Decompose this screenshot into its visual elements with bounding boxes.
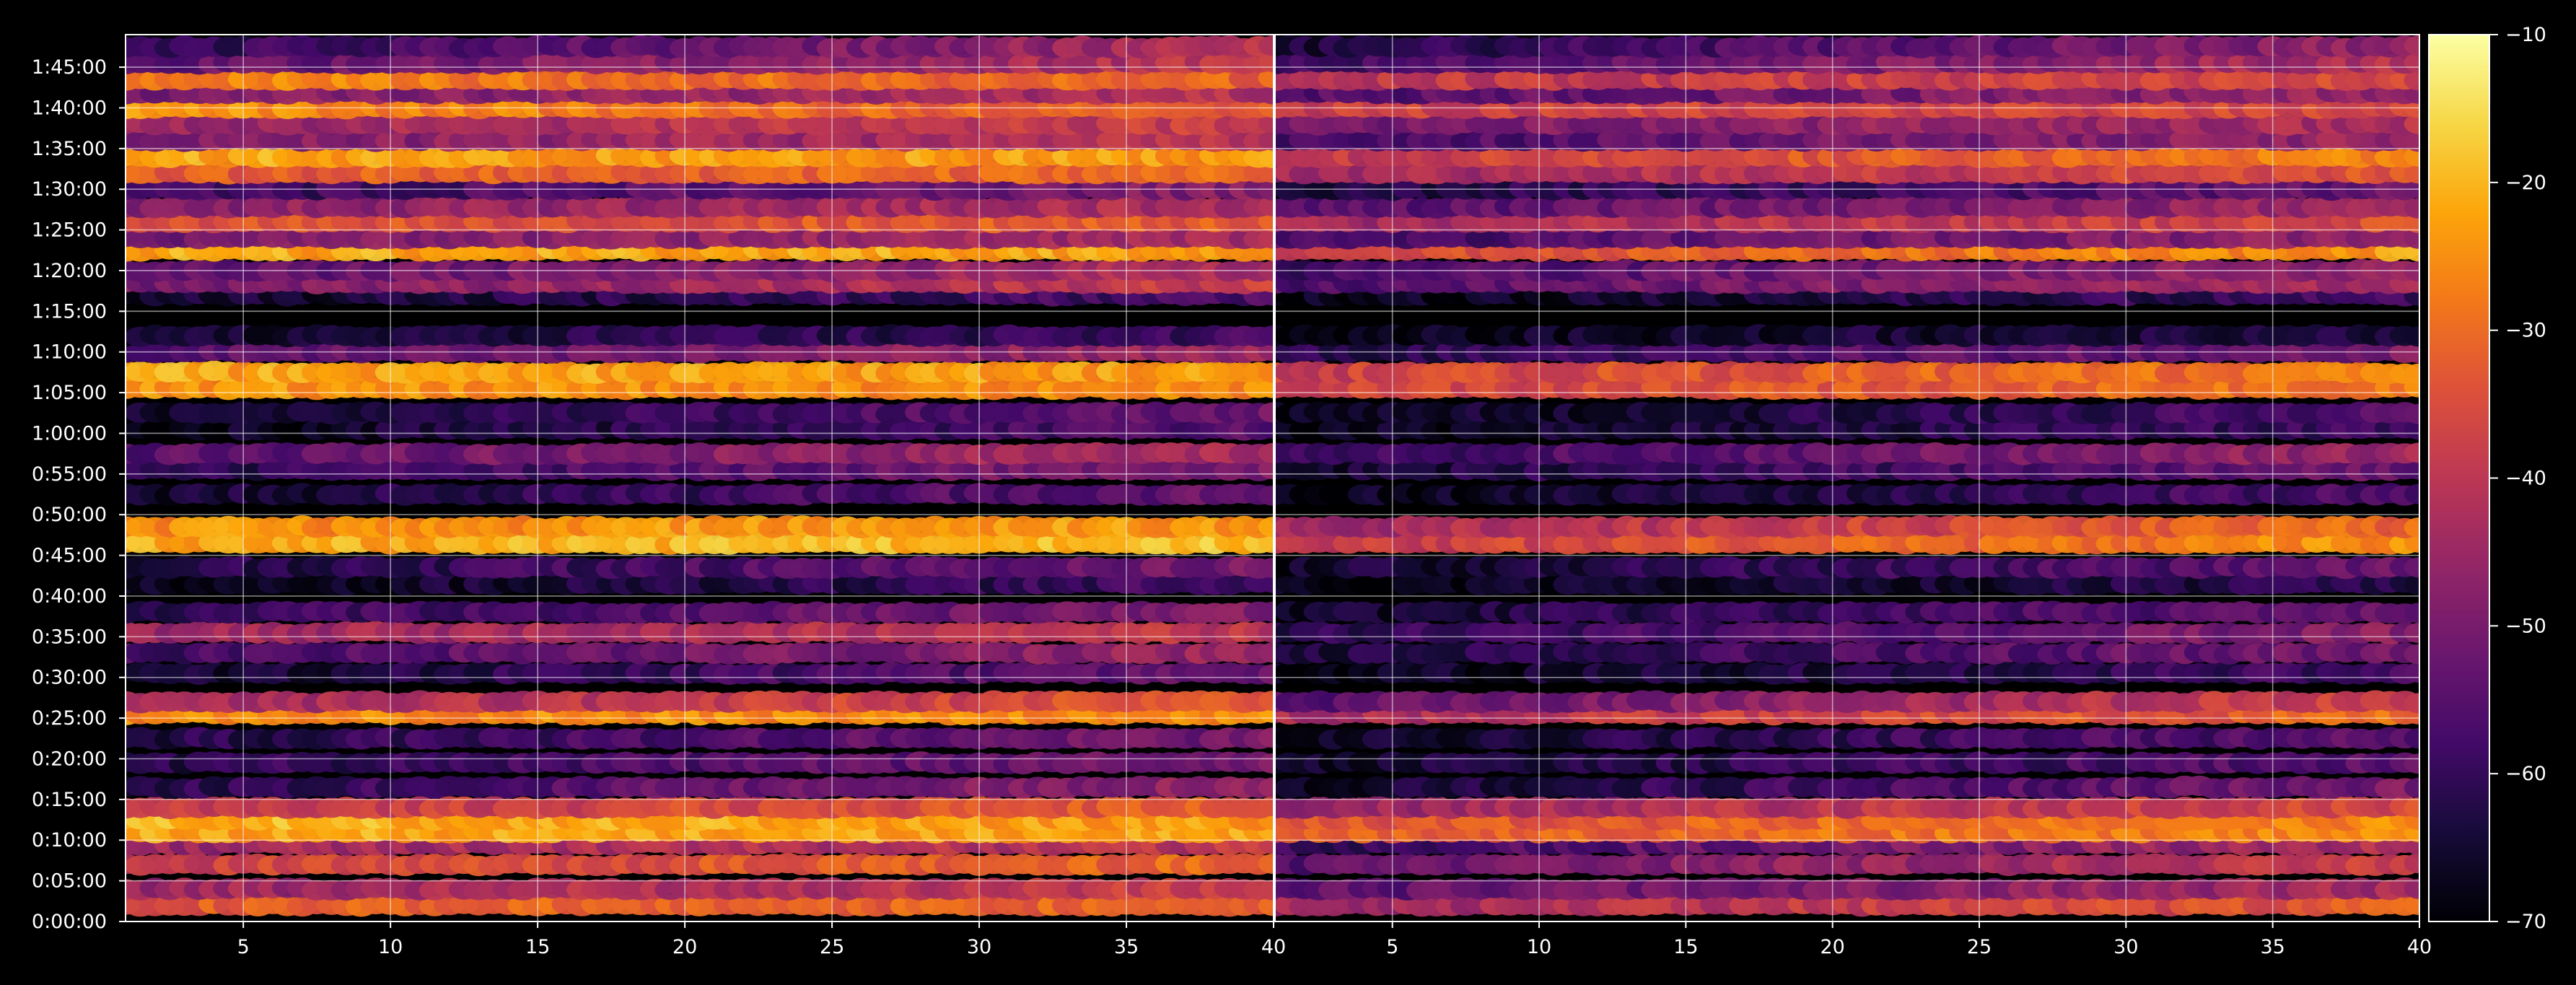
heat-cell: [1258, 853, 1274, 875]
heat-cell: [1258, 691, 1274, 712]
heatmap-panel-left: [126, 35, 1274, 921]
heatmap-panel-right: [1275, 35, 2419, 921]
heatmap-cells-right: [1275, 35, 2419, 917]
heat-cell: [1258, 727, 1274, 748]
heat-cell: [1258, 557, 1274, 579]
heat-cell: [1258, 622, 1274, 643]
heat-cell: [1258, 796, 1274, 817]
heat-cell: [1258, 777, 1274, 798]
heat-cell: [1258, 664, 1274, 685]
heat-cell: [1258, 601, 1274, 622]
heat-cell: [1258, 402, 1274, 423]
heat-cell: [1258, 442, 1274, 464]
heat-cell: [1258, 896, 1274, 916]
heatmap-cells-left: [126, 35, 1274, 917]
heat-cell: [1258, 880, 1274, 901]
heat-cell: [1258, 485, 1274, 506]
heat-cell: [1258, 517, 1274, 538]
heat-cell: [1258, 642, 1274, 663]
